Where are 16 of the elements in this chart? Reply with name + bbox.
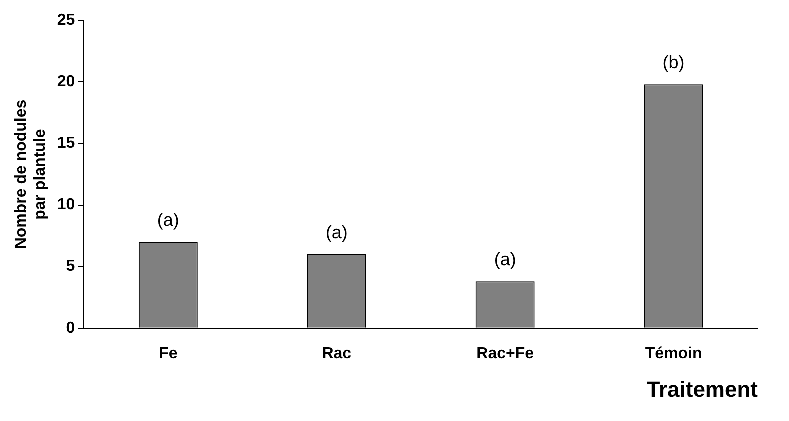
- y-axis-title: Nombre de nodules par plantule: [13, 100, 50, 250]
- y-tick-label: 15: [57, 135, 76, 152]
- annotation: (a): [157, 210, 180, 230]
- x-tick-label: Fe: [159, 345, 178, 362]
- x-axis-title: Traitement: [646, 376, 759, 402]
- annotation: (a): [494, 250, 516, 270]
- y-tick-label: 5: [66, 258, 76, 276]
- annotation: (a): [326, 222, 348, 242]
- x-tick-label: Témoin: [645, 345, 702, 362]
- y-tick-label: 20: [57, 74, 76, 91]
- y-tick-label: 0: [66, 320, 76, 337]
- y-tick-label: 25: [57, 12, 76, 30]
- y-tick-label: 10: [57, 196, 76, 214]
- x-tick-label: Rac+Fe: [476, 345, 534, 362]
- x-tick-label: Rac: [322, 345, 352, 362]
- annotation: (b): [662, 52, 685, 73]
